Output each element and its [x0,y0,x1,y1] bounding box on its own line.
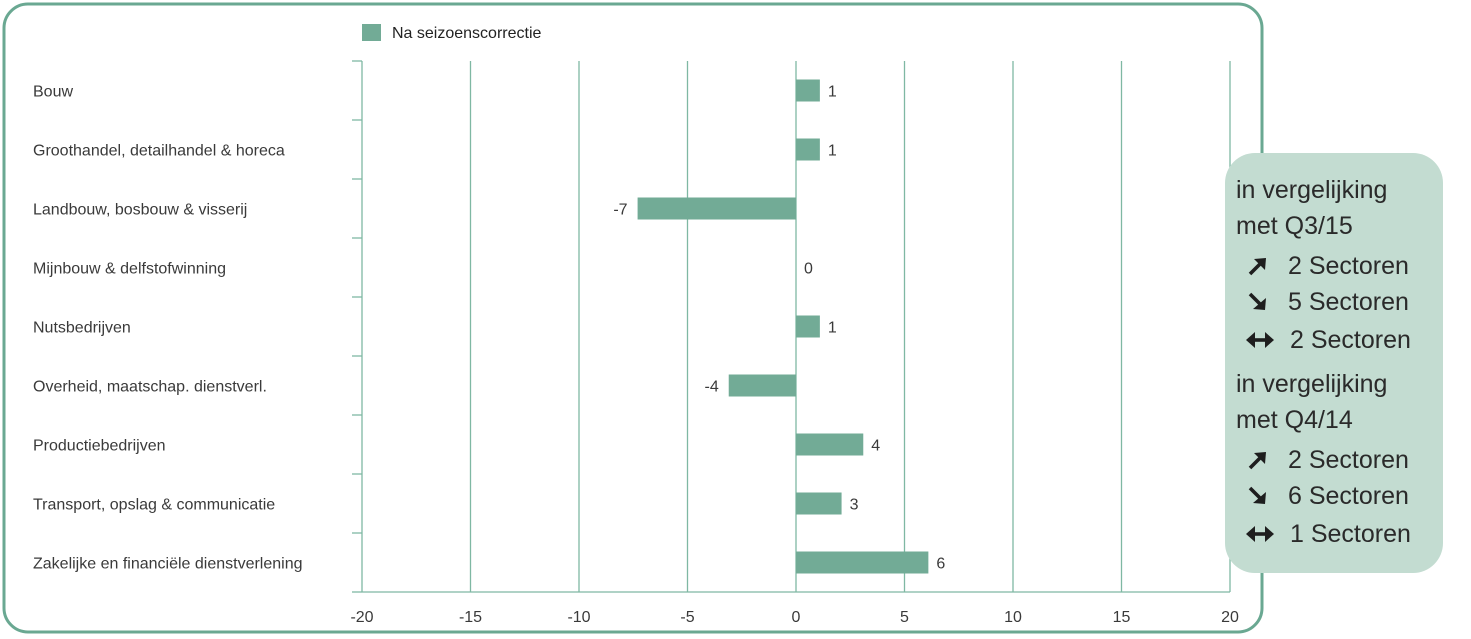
summary-heading-q3-line1: in vergelijking [1236,176,1387,204]
x-tick-label: 0 [792,609,801,626]
category-label: Transport, opslag & communicatie [33,497,275,514]
bar [728,374,796,397]
bar [637,197,796,220]
data-label: -4 [704,379,718,396]
x-tick-label: 15 [1113,609,1131,626]
category-label: Overheid, maatschap. dienstverl. [33,379,267,396]
summary-flat-q4: 1 Sectoren [1290,520,1411,548]
grid [361,61,1231,592]
x-tick-label: 10 [1004,609,1022,626]
arrow-up-right-icon [1248,258,1266,276]
arrow-left-right-icon [1246,526,1274,542]
bar [796,79,820,102]
category-label: Mijnbouw & delfstofwinning [33,261,226,278]
summary-heading-q4-line2: met Q4/14 [1236,406,1353,434]
category-label: Groothandel, detailhandel & horeca [33,143,285,160]
legend-label: Na seizoenscorrectie [392,25,542,42]
x-tick-label: 5 [900,609,909,626]
summary-heading-q3-line2: met Q3/15 [1236,212,1353,240]
bars [637,79,929,574]
summary-heading-q4-line1: in vergelijking [1236,370,1387,398]
x-tick-label: -15 [459,609,482,626]
data-label: -7 [613,202,627,219]
data-label: 3 [850,497,859,514]
category-label: Zakelijke en financiële dienstverlening [33,556,303,573]
bar [796,551,929,574]
bar [796,492,842,515]
data-label: 1 [828,143,837,160]
bar [796,315,820,338]
data-label: 1 [828,320,837,337]
bar [796,138,820,161]
arrow-left-right-icon [1246,332,1274,348]
x-tick-label: -5 [680,609,694,626]
arrow-down-right-icon [1248,486,1266,504]
chart-border [2,2,1264,634]
data-label: 6 [936,556,945,573]
x-tick-label: 20 [1221,609,1239,626]
legend: Na seizoenscorrectie [362,24,542,42]
arrow-up-right-icon [1248,452,1266,470]
summary-panel-background [1225,153,1443,573]
data-label: 4 [871,438,880,455]
data-label: 0 [804,261,813,278]
summary-flat-q3: 2 Sectoren [1290,326,1411,354]
x-tick-label: -20 [350,609,373,626]
bar [796,433,864,456]
category-label: Bouw [33,84,73,101]
summary-down-q4: 6 Sectoren [1288,482,1409,510]
category-label: Landbouw, bosbouw & visserij [33,202,247,219]
axes [352,60,1230,593]
summary-up-q4: 2 Sectoren [1288,446,1409,474]
category-label: Nutsbedrijven [33,320,131,337]
legend-swatch [362,24,381,41]
category-label: Productiebedrijven [33,438,166,455]
summary-up-q3: 2 Sectoren [1288,252,1409,280]
summary-panel: in vergelijking met Q3/15 2 Sectoren 5 S… [1225,153,1443,573]
data-label: 1 [828,84,837,101]
arrow-down-right-icon [1248,292,1266,310]
x-tick-label: -10 [567,609,590,626]
summary-down-q3: 5 Sectoren [1288,288,1409,316]
